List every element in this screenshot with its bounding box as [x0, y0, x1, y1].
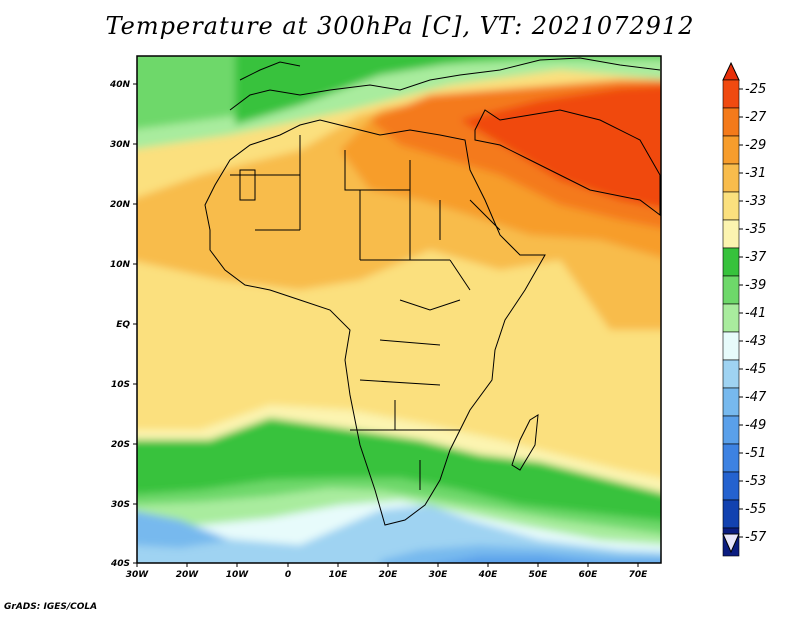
field-band-37-north [235, 56, 518, 125]
colorbar-labels: -25 -27 -29 -31 -33 -35 -37 -39 -41 -43 -45 -47 -49 -… [739, 82, 767, 545]
y-tick-6: 10S [111, 380, 137, 390]
x-tick-5: 10E [329, 563, 349, 580]
colorbar-label: -45 [745, 362, 766, 377]
colorbar-label: -43 [745, 334, 766, 349]
x-tick-label: 40E [478, 570, 499, 580]
y-tick-label: 40S [110, 559, 130, 569]
africa-coastline [204, 119, 546, 526]
colorbar-label: -35 [745, 222, 766, 237]
y-tick-9: 40S [110, 559, 137, 569]
x-tick-label: 30E [429, 570, 449, 580]
y-axis: 40N 30N 20N 10N EQ 10S 20S 30S 40S [109, 80, 137, 569]
colorbar-label: -53 [745, 474, 766, 489]
x-tick-2: 20W [176, 563, 200, 580]
colorbar-label: -55 [745, 502, 766, 517]
y-tick-7: 20S [111, 440, 137, 450]
x-tick-label: 20W [176, 570, 200, 580]
x-tick-11: 70E [629, 563, 649, 580]
x-tick-label: 50E [529, 570, 549, 580]
x-tick-1: 30W [126, 563, 150, 580]
x-tick-6: 20E [379, 563, 399, 580]
footer-credit: GrADS: IGES/COLA [4, 602, 98, 612]
arabia-outline [474, 109, 661, 216]
x-tick-label: 20E [379, 570, 399, 580]
colorbar-label: -25 [745, 82, 766, 97]
y-tick-label: 10S [111, 380, 130, 390]
colorbar-label: -33 [745, 194, 766, 209]
y-tick-2: 30N [110, 140, 137, 150]
y-tick-1: 40N [109, 80, 137, 90]
colorbar-cells [722, 79, 740, 557]
colorbar: -25 -27 -29 -31 -33 -35 -37 -39 -41 -43 -45 -47 -49 -… [722, 61, 767, 557]
y-tick-5: EQ [116, 320, 137, 330]
colorbar-label: -47 [745, 390, 767, 405]
colorbar-cell [722, 191, 740, 221]
y-tick-label: 20S [111, 440, 130, 450]
colorbar-cell [722, 219, 740, 249]
x-tick-8: 40E [478, 563, 499, 580]
colorbar-cell [722, 471, 740, 501]
y-tick-3: 20N [110, 200, 137, 210]
mali-outline [239, 169, 256, 201]
mediterranean-coast [229, 57, 661, 111]
x-tick-label: 0 [285, 570, 291, 580]
colorbar-label: -29 [745, 138, 766, 153]
colorbar-cell [722, 303, 740, 333]
plot-frame [136, 55, 662, 564]
temperature-field [137, 56, 661, 563]
colorbar-over-arrow [722, 61, 740, 81]
x-axis: 30W 20W 10W 0 10E 20E 30E 40E 50E 60E 70… [126, 563, 648, 580]
colorbar-label: -57 [745, 530, 767, 545]
x-tick-label: 60E [579, 570, 599, 580]
colorbar-cell [722, 247, 740, 277]
x-tick-4: 0 [285, 563, 291, 580]
colorbar-cell [722, 443, 740, 473]
colorbar-cell [722, 415, 740, 445]
colorbar-label: -49 [745, 418, 766, 433]
map-title: Temperature at 300hPa [C], VT: 202107291… [105, 12, 695, 40]
y-tick-label: 40N [109, 80, 131, 90]
x-tick-10: 60E [579, 563, 599, 580]
x-tick-3: 10W [226, 563, 250, 580]
madagascar-outline [511, 414, 539, 471]
colorbar-cell [722, 135, 740, 165]
field-band-47 [380, 545, 661, 563]
x-tick-label: 10W [226, 570, 250, 580]
colorbar-under-arrow [722, 533, 740, 554]
colorbar-cell [722, 359, 740, 389]
colorbar-label: -27 [745, 110, 767, 125]
x-tick-label: 30W [126, 570, 150, 580]
colorbar-cell [722, 499, 740, 529]
x-tick-label: 70E [629, 570, 649, 580]
x-tick-7: 30E [429, 563, 449, 580]
field-band-25 [460, 85, 661, 209]
colorbar-cell [722, 79, 740, 109]
colorbar-label: -31 [745, 166, 766, 181]
y-tick-label: 20N [110, 200, 131, 210]
y-tick-label: EQ [116, 320, 130, 330]
y-tick-label: 30S [111, 500, 130, 510]
field-band-49 [441, 556, 661, 563]
colorbar-cell [722, 331, 740, 361]
y-tick-label: 10N [110, 260, 131, 270]
colorbar-label: -51 [745, 446, 766, 461]
iberia-outline [239, 61, 301, 81]
field-band-47-west [137, 511, 230, 548]
y-tick-4: 10N [110, 260, 137, 270]
y-tick-label: 30N [110, 140, 131, 150]
x-tick-9: 50E [529, 563, 549, 580]
colorbar-cell [722, 107, 740, 137]
y-tick-8: 30S [111, 500, 137, 510]
coastlines [204, 57, 661, 526]
colorbar-label: -39 [745, 278, 766, 293]
colorbar-cell [722, 387, 740, 417]
colorbar-cell [722, 163, 740, 193]
colorbar-label: -37 [745, 250, 767, 265]
x-tick-label: 10E [329, 570, 349, 580]
colorbar-label: -41 [745, 306, 766, 321]
colorbar-cell [722, 275, 740, 305]
country-borders [230, 135, 501, 490]
